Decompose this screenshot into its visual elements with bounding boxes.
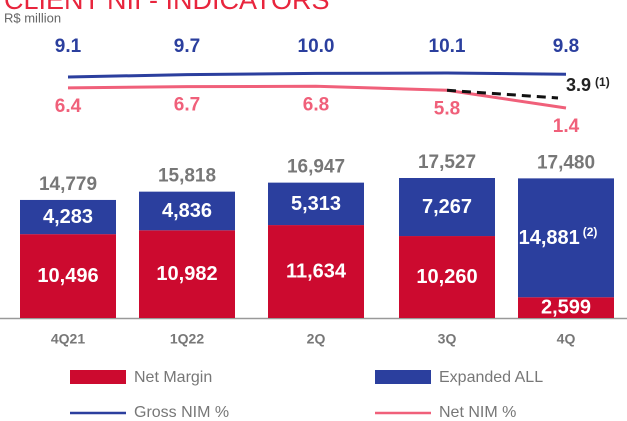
line-value-label: 6.4 <box>55 96 82 117</box>
x-tick-label: 2Q <box>307 331 326 347</box>
legend-swatch <box>375 370 431 384</box>
line-value-label: 10.0 <box>298 36 335 57</box>
value-text: 4,836 <box>162 200 212 222</box>
line-value-label: 9.1 <box>55 36 82 57</box>
annotation: 3.9 (1) <box>566 75 610 95</box>
legend-label: Expanded ALL <box>439 369 543 386</box>
annotation-value: 3.9 <box>566 75 591 95</box>
bar-segment <box>268 225 364 318</box>
bar-value-label: 11,634 <box>286 261 347 283</box>
legend-label: Gross NIM % <box>134 404 229 421</box>
line-value-label: 1.4 <box>553 116 580 137</box>
bar-value-label: 2,599 <box>541 297 591 319</box>
total-label: 16,947 <box>287 157 345 178</box>
line-value-label: 6.7 <box>174 95 200 116</box>
x-tick-label: 4Q <box>557 331 576 347</box>
bar-segment <box>399 178 495 237</box>
bar-value-label: 7,267 <box>422 196 472 218</box>
x-tick-label: 4Q21 <box>51 331 85 347</box>
value-text: 4,283 <box>43 206 93 228</box>
bar-value-label: 10,260 <box>416 266 477 288</box>
bar-value-label: 4,283 <box>43 206 93 228</box>
total-label: 17,480 <box>537 152 595 173</box>
subtitle: R$ million <box>4 10 61 25</box>
bar-value-label: 5,313 <box>291 193 341 215</box>
value-text: 5,313 <box>291 193 341 215</box>
value-text: 10,260 <box>416 266 477 288</box>
line-value-label: 10.1 <box>429 36 466 57</box>
total-label: 17,527 <box>418 152 476 173</box>
bar-value-label: 10,496 <box>37 265 98 287</box>
bar-segment <box>20 234 116 318</box>
x-tick-label: 3Q <box>438 331 457 347</box>
legend-label: Net Margin <box>134 369 212 386</box>
bar-value-label: 10,982 <box>156 263 217 285</box>
bar-segment <box>268 182 364 226</box>
projection-line <box>446 88 559 100</box>
value-text: 14,881 <box>519 227 580 249</box>
bar-segment <box>518 178 614 298</box>
bar-segment <box>20 199 116 235</box>
value-text: 11,634 <box>286 261 347 283</box>
bar-segment <box>399 236 495 318</box>
value-text: 7,267 <box>422 196 472 218</box>
total-label: 15,818 <box>158 166 216 187</box>
bar-segment <box>139 230 235 318</box>
value-text: 10,982 <box>156 263 217 285</box>
value-text: 2,599 <box>541 297 591 319</box>
line-series <box>67 71 567 79</box>
value-text: 10,496 <box>37 265 98 287</box>
chart-title: CLIENT NII - INDICATORS <box>4 0 330 15</box>
bar-segment <box>518 297 614 318</box>
line-value-label: 6.8 <box>303 94 329 115</box>
legend-label: Net NIM % <box>439 404 516 421</box>
bar-segment <box>139 191 235 231</box>
bar-value-label: 4,836 <box>162 200 212 222</box>
footnote-marker: (2) <box>583 225 598 239</box>
annotation-note: (1) <box>595 75 610 89</box>
legend-swatch <box>70 370 126 384</box>
total-label: 14,779 <box>39 174 97 195</box>
line-value-label: 9.7 <box>174 36 200 57</box>
x-tick-label: 1Q22 <box>170 331 204 347</box>
line-value-label: 9.8 <box>553 36 579 57</box>
bar-value-label: 14,881 (2) <box>519 225 598 249</box>
line-series <box>67 84 567 110</box>
line-value-label: 5.8 <box>434 98 460 119</box>
